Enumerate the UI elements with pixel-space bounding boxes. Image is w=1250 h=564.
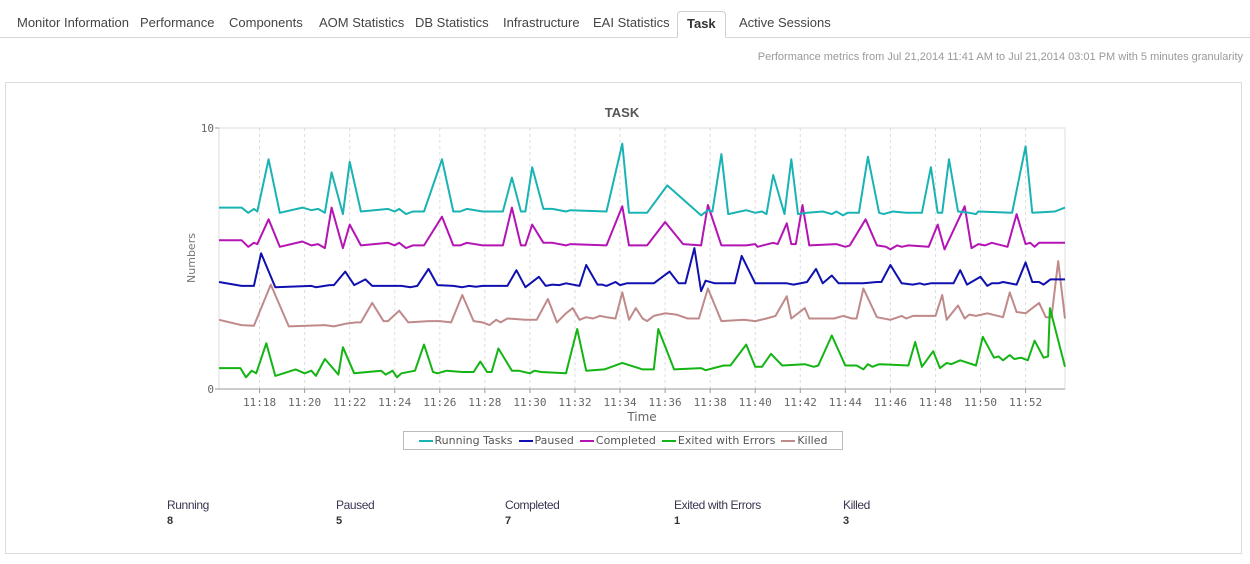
series-line-exited-with-errors (219, 307, 1066, 379)
legend-item-killed[interactable]: Killed (781, 434, 827, 447)
chart-panel (5, 82, 1242, 554)
stat-label: Exited with Errors (674, 498, 761, 512)
y-tick-label: 0 (207, 383, 214, 396)
legend-label: Running Tasks (434, 434, 513, 447)
series-line-completed (219, 204, 1065, 251)
x-tick-label: 11:50 (964, 396, 997, 409)
x-tick-label: 11:40 (739, 396, 772, 409)
stat-value: 8 (167, 515, 173, 527)
stat-value: 1 (674, 515, 680, 527)
x-tick-label: 11:36 (649, 396, 682, 409)
legend-swatch (781, 439, 796, 442)
tab-monitor-information[interactable]: Monitor Information (17, 15, 129, 30)
x-tick-label: 11:34 (603, 396, 636, 409)
series-line-running-tasks (219, 142, 1066, 217)
x-tick-label: 11:28 (468, 396, 501, 409)
legend-label: Killed (797, 434, 828, 447)
x-tick-label: 11:32 (558, 396, 591, 409)
legend-swatch (579, 439, 594, 442)
legend-item-completed[interactable]: Completed (579, 434, 656, 447)
tab-performance[interactable]: Performance (140, 15, 215, 30)
x-tick-label: 11:42 (784, 396, 817, 409)
legend-item-exited-with-errors[interactable]: Exited with Errors (661, 434, 776, 447)
chart-legend: Running Tasks Paused Completed Exited with … (403, 431, 843, 450)
x-tick-label: 11:46 (874, 396, 907, 409)
tab-components[interactable]: Components (229, 15, 303, 30)
tab-bar: Monitor Information Performance Components… (0, 0, 1250, 38)
tab-task[interactable]: Task (677, 11, 726, 38)
x-tick-label: 11:20 (288, 396, 321, 409)
legend-swatch (518, 439, 533, 442)
x-tick-label: 11:30 (513, 396, 546, 409)
plot-area (218, 127, 1066, 390)
x-tick-label: 11:18 (243, 396, 276, 409)
legend-item-paused[interactable]: Paused (518, 434, 574, 447)
x-tick-label: 11:48 (919, 396, 952, 409)
stat-value: 7 (505, 515, 511, 527)
stat-killed: Killed 3 (843, 498, 870, 527)
x-tick-label: 11:52 (1009, 396, 1042, 409)
stat-running: Running 8 (167, 498, 209, 527)
x-axis-label: Time (626, 410, 656, 424)
stat-exited-with-errors: Exited with Errors 1 (674, 498, 761, 527)
stat-paused: Paused 5 (336, 498, 375, 527)
tab-eai-statistics[interactable]: EAI Statistics (593, 15, 670, 30)
stat-value: 5 (336, 515, 342, 527)
x-tick-label: 11:26 (423, 396, 456, 409)
legend-swatch (418, 439, 433, 442)
legend-label: Paused (534, 434, 574, 447)
tab-infrastructure[interactable]: Infrastructure (503, 15, 580, 30)
tab-aom-statistics[interactable]: AOM Statistics (319, 15, 405, 30)
tab-db-statistics[interactable]: DB Statistics (415, 15, 489, 30)
x-tick-label: 11:38 (694, 396, 727, 409)
series-line-paused (218, 247, 1065, 293)
legend-swatch (661, 439, 676, 442)
legend-item-running-tasks[interactable]: Running Tasks (418, 434, 513, 447)
tab-active-sessions[interactable]: Active Sessions (739, 15, 831, 30)
stat-label: Killed (843, 498, 870, 512)
stat-value: 3 (843, 515, 849, 527)
time-range-subtitle: Performance metrics from Jul 21,2014 11:… (757, 51, 1243, 63)
y-tick-label: 10 (201, 122, 214, 135)
x-tick-label: 11:24 (378, 396, 411, 409)
x-tick-label: 11:44 (829, 396, 862, 409)
chart-title: TASK (605, 105, 640, 120)
series-line-killed (218, 260, 1066, 328)
legend-label: Exited with Errors (677, 434, 776, 447)
stat-label: Paused (336, 498, 375, 512)
x-tick-label: 11:22 (333, 396, 366, 409)
stat-completed: Completed 7 (505, 498, 560, 527)
stat-label: Completed (505, 498, 560, 512)
stat-label: Running (167, 498, 209, 512)
y-axis-label: Numbers (185, 233, 198, 283)
legend-label: Completed (595, 434, 656, 447)
